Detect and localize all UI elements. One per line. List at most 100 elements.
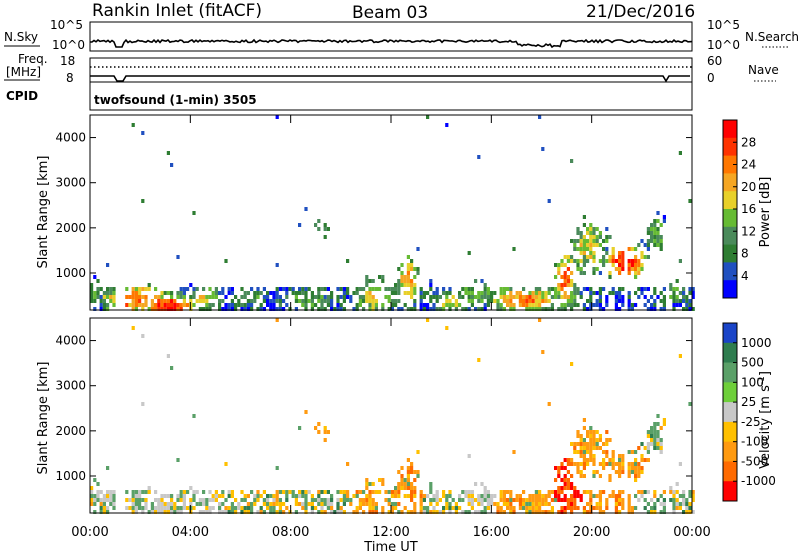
power-cell <box>582 263 586 267</box>
power-ylabel: Slant Range [km] <box>36 156 51 269</box>
velocity-cell <box>595 494 599 498</box>
power-cell <box>554 287 558 291</box>
power-cell <box>688 199 692 203</box>
colorbar-swatch <box>723 441 737 462</box>
power-cell <box>646 231 650 235</box>
power-cell <box>368 303 372 307</box>
velocity-cell <box>173 510 177 514</box>
velocity-cell <box>442 494 446 498</box>
velocity-cell <box>205 502 209 506</box>
power-cell <box>592 227 596 231</box>
velocity-cell <box>131 498 135 502</box>
power-cell <box>109 295 113 299</box>
power-cell <box>317 219 321 223</box>
velocity-cell <box>131 510 135 514</box>
velocity-cell <box>579 462 583 466</box>
power-cell <box>506 295 510 299</box>
power-cell <box>470 295 474 299</box>
power-cell <box>419 307 423 311</box>
velocity-cell <box>227 494 231 498</box>
power-cell <box>355 291 359 295</box>
velocity-cell <box>675 490 679 494</box>
velocity-cell <box>355 506 359 510</box>
power-cell <box>317 295 321 299</box>
velocity-cell <box>138 498 142 502</box>
velocity-cell <box>563 486 567 490</box>
power-cell <box>298 223 302 227</box>
velocity-cell <box>429 498 433 502</box>
power-cell <box>672 287 676 291</box>
velocity-cell <box>144 490 148 494</box>
power-cell <box>653 291 657 295</box>
power-cell <box>662 219 666 223</box>
nave-tick-top: 60 <box>707 54 722 68</box>
power-cell <box>643 255 647 259</box>
velocity-cell <box>266 494 270 498</box>
velocity-cell <box>602 466 606 470</box>
power-cell <box>112 295 116 299</box>
power-cell <box>691 287 695 291</box>
velocity-cell <box>400 482 404 486</box>
velocity-cell <box>621 454 625 458</box>
velocity-cell <box>230 506 234 510</box>
power-cell <box>560 303 564 307</box>
power-cell <box>432 303 436 307</box>
velocity-cell <box>422 494 426 498</box>
power-cell <box>445 295 449 299</box>
velocity-cell <box>288 510 292 514</box>
velocity-cell <box>522 498 526 502</box>
power-cell <box>304 287 308 291</box>
power-cell <box>608 291 612 295</box>
velocity-cell <box>314 498 318 502</box>
velocity-cell <box>534 506 538 510</box>
power-cell <box>387 287 391 291</box>
velocity-cell <box>573 498 577 502</box>
velocity-cell <box>646 450 650 454</box>
velocity-cell <box>477 498 481 502</box>
power-cell <box>461 295 465 299</box>
power-cell <box>502 295 506 299</box>
power-cell <box>595 299 599 303</box>
power-cell <box>688 299 692 303</box>
power-cell <box>141 287 145 291</box>
power-cell <box>138 303 142 307</box>
colorbar-tick-label: 20 <box>741 180 756 194</box>
power-cell <box>659 307 663 311</box>
velocity-cell <box>570 498 574 502</box>
velocity-cell <box>470 498 474 502</box>
velocity-cell <box>682 490 686 494</box>
velocity-cell <box>413 486 417 490</box>
power-cell <box>163 303 167 307</box>
velocity-cell <box>429 482 433 486</box>
velocity-cell <box>570 462 574 466</box>
velocity-cell <box>317 490 321 494</box>
velocity-cell <box>390 502 394 506</box>
power-cell <box>650 235 654 239</box>
velocity-cell <box>214 490 218 494</box>
velocity-cell <box>256 510 260 514</box>
velocity-cell <box>336 510 340 514</box>
power-cell <box>96 295 100 299</box>
velocity-cell <box>582 466 586 470</box>
power-cell <box>294 307 298 311</box>
power-cell <box>147 283 151 287</box>
velocity-cell <box>134 510 138 514</box>
velocity-cell <box>534 494 538 498</box>
power-cell <box>90 295 94 299</box>
power-cell <box>406 255 410 259</box>
power-cell <box>320 303 324 307</box>
velocity-cell <box>502 510 506 514</box>
power-cell <box>326 287 330 291</box>
power-cell <box>454 299 458 303</box>
power-cell <box>538 295 542 299</box>
velocity-cell <box>653 426 657 430</box>
velocity-cell <box>227 510 231 514</box>
power-cell <box>154 303 158 307</box>
power-cell <box>598 271 602 275</box>
power-cell <box>326 303 330 307</box>
velocity-cell <box>630 470 634 474</box>
velocity-cell <box>416 474 420 478</box>
power-cell <box>573 239 577 243</box>
power-cell <box>502 291 506 295</box>
